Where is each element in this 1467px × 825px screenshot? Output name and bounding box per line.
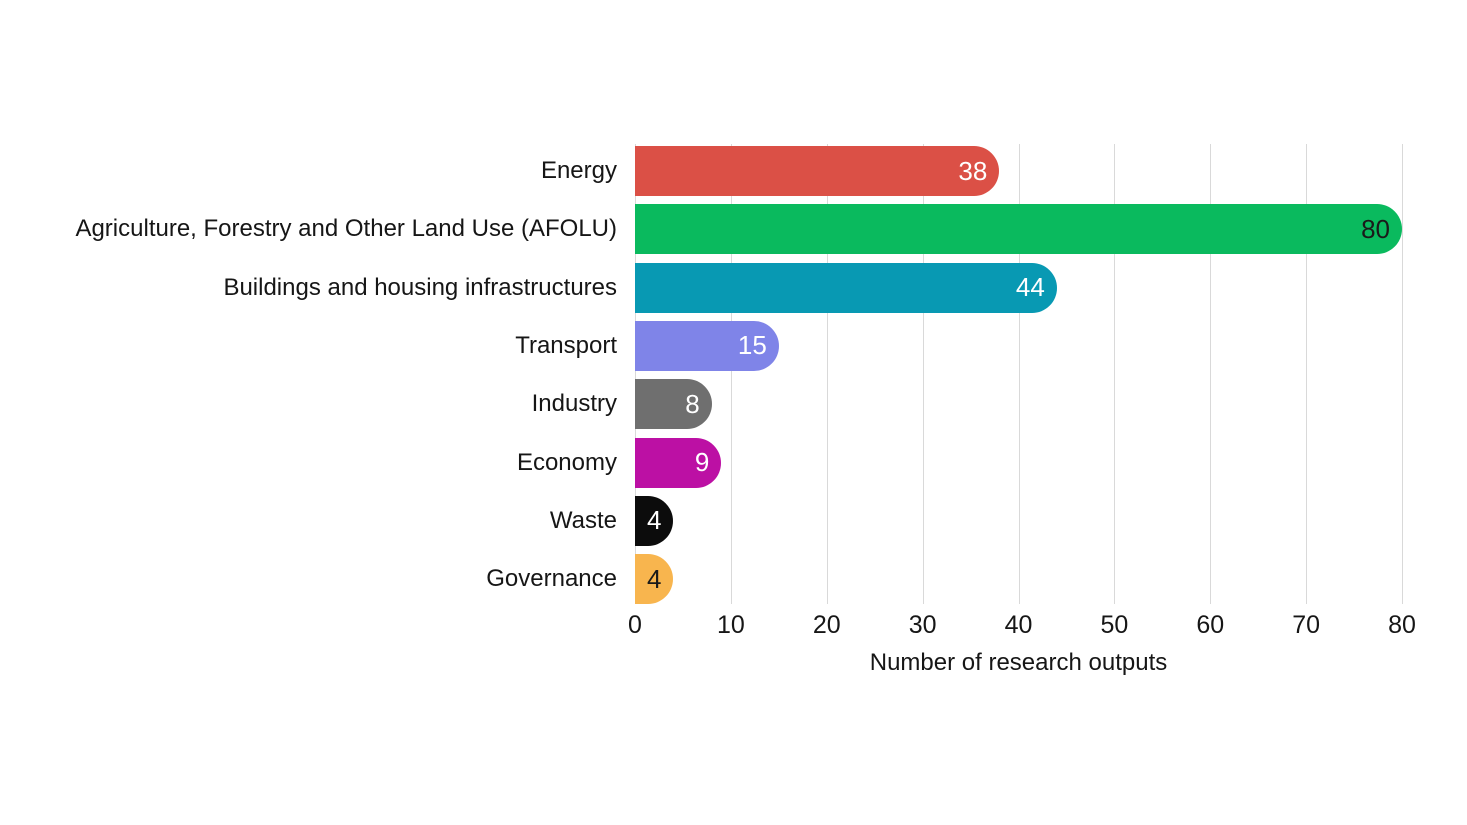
gridline-40 bbox=[1018, 144, 1020, 604]
bar-value-label-governance: 4 bbox=[646, 563, 662, 594]
x-tick-label-10: 10 bbox=[716, 611, 745, 639]
x-tick-label-70: 70 bbox=[1292, 611, 1321, 639]
bar-value-label-economy: 9 bbox=[694, 447, 710, 477]
category-label-energy: Energy bbox=[540, 157, 617, 184]
category-label-transport: Transport bbox=[515, 331, 617, 359]
bar-governance: 4 bbox=[635, 554, 674, 605]
bar-value-label-transport: 15 bbox=[737, 330, 767, 361]
bar-energy: 38 bbox=[635, 146, 1000, 196]
x-tick-label-20: 20 bbox=[812, 611, 841, 639]
gridline-30 bbox=[922, 144, 924, 604]
category-label-waste: Waste bbox=[549, 506, 617, 534]
x-tick-label-60: 60 bbox=[1196, 611, 1225, 639]
gridline-70 bbox=[1306, 144, 1308, 604]
bar-value-label-agriculture-forestry-and-other-land-use-afolu: 80 bbox=[1361, 213, 1390, 244]
gridline-60 bbox=[1210, 144, 1212, 604]
category-label-governance: Governance bbox=[486, 565, 617, 593]
bar-value-label-waste: 4 bbox=[646, 505, 662, 536]
bar-value-label-energy: 38 bbox=[958, 155, 988, 186]
gridline-80 bbox=[1402, 144, 1403, 604]
gridline-20 bbox=[826, 144, 828, 604]
x-tick-label-0: 0 bbox=[628, 611, 642, 639]
category-label-agriculture-forestry-and-other-land-use-afolu: Agriculture, Forestry and Other Land Use… bbox=[75, 215, 617, 243]
gridline-50 bbox=[1114, 144, 1116, 604]
x-tick-label-40: 40 bbox=[1004, 611, 1033, 639]
bar-waste: 4 bbox=[635, 495, 674, 546]
gridline-0 bbox=[635, 144, 636, 604]
x-tick-label-80: 80 bbox=[1388, 611, 1416, 639]
x-axis-title: Number of research outputs bbox=[869, 649, 1168, 676]
bar-transport: 15 bbox=[635, 320, 779, 371]
x-tick-label-30: 30 bbox=[908, 611, 937, 639]
category-label-economy: Economy bbox=[516, 448, 617, 476]
gridline-10 bbox=[730, 144, 732, 604]
bar-value-label-buildings-and-housing-infrastructures: 44 bbox=[1015, 272, 1045, 303]
category-label-industry: Industry bbox=[531, 390, 617, 418]
x-tick-label-50: 50 bbox=[1100, 611, 1129, 639]
category-label-buildings-and-housing-infrastructures: Buildings and housing infrastructures bbox=[223, 273, 617, 301]
bar-industry: 8 bbox=[635, 379, 712, 430]
bar-agriculture-forestry-and-other-land-use-afolu: 80 bbox=[635, 204, 1402, 255]
bar-value-label-industry: 8 bbox=[685, 388, 700, 419]
bar-economy: 9 bbox=[635, 437, 722, 488]
bar-buildings-and-housing-infrastructures: 44 bbox=[635, 262, 1057, 313]
